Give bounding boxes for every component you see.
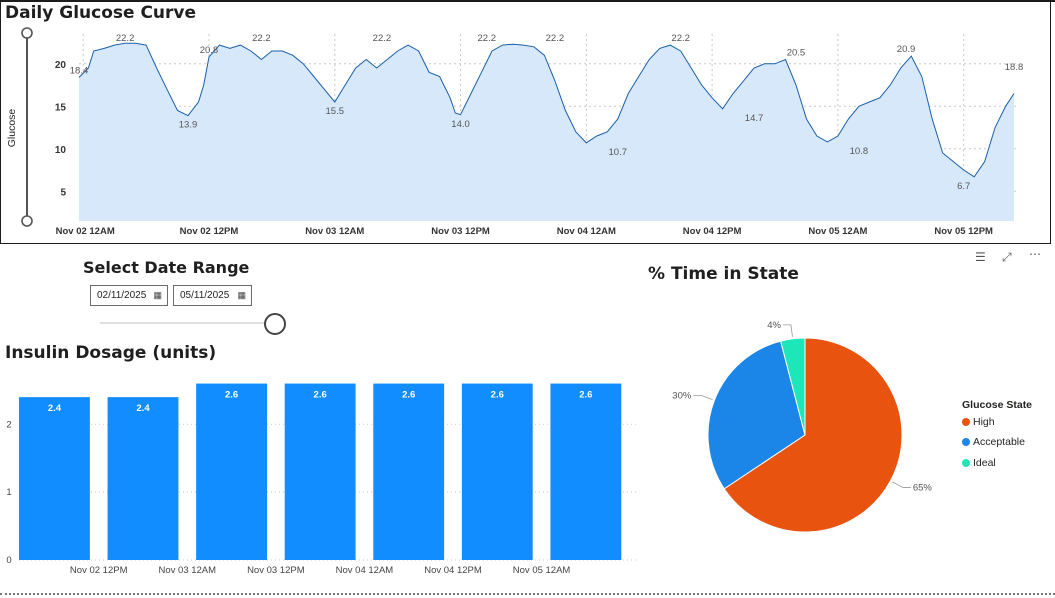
insulin-bar[interactable] — [19, 397, 90, 560]
zoom-slider-handle-bottom[interactable] — [21, 215, 33, 227]
page-bottom-border — [0, 593, 1055, 595]
start-date-value: 02/11/2025 — [97, 290, 147, 301]
glucose-data-label: 10.7 — [609, 147, 628, 158]
legend-dot-ideal — [962, 459, 970, 467]
insulin-bar[interactable] — [461, 383, 533, 560]
pie-data-label: 30% — [672, 390, 692, 401]
date-slicer-title: Select Date Range — [83, 258, 250, 277]
more-options-icon[interactable]: ⋯ — [1029, 247, 1041, 261]
insulin-chart-title: Insulin Dosage (units) — [5, 343, 217, 363]
calendar-icon[interactable]: ▦ — [237, 290, 246, 300]
end-date-value: 05/11/2025 — [180, 290, 230, 301]
y-tick-label: 10 — [55, 145, 67, 156]
bar-x-tick-label: Nov 02 12PM — [70, 565, 128, 576]
glucose-data-label: 22.2 — [252, 33, 271, 44]
legend-label-ideal: Ideal — [973, 457, 996, 469]
pie-data-label: 4% — [767, 320, 781, 331]
pie-data-label: 65% — [913, 482, 933, 493]
glucose-area-chart: 18.4 22.2 13.9 20.8 22.2 15.5 22.2 14.0 22.2 22.2… — [21, 27, 1024, 237]
y-tick-label: 15 — [55, 102, 67, 113]
glucose-area-fill — [79, 43, 1014, 221]
glucose-data-label: 18.4 — [70, 65, 89, 76]
x-tick-label: Nov 05 12PM — [934, 226, 993, 237]
glucose-series-line — [78, 42, 1015, 178]
insulin-bar[interactable] — [196, 383, 267, 560]
bar-x-tick-label: Nov 03 12PM — [247, 565, 305, 576]
pie-slice-high[interactable] — [723, 337, 903, 533]
filter-icon[interactable]: ☰ — [975, 250, 986, 264]
bar-data-label: 2.6 — [491, 390, 504, 401]
glucose-data-label: 13.9 — [179, 120, 198, 131]
top-edge — [0, 0, 1055, 2]
insulin-bar[interactable] — [284, 383, 356, 560]
pie-leader-line — [782, 324, 793, 337]
glucose-data-label: 20.9 — [897, 44, 916, 55]
bar-x-tick-label: Nov 05 12AM — [513, 565, 571, 576]
legend-item-high[interactable]: High — [962, 416, 995, 428]
pie-slice-acceptable[interactable] — [707, 340, 806, 490]
pie-slice-ideal[interactable] — [780, 337, 806, 436]
legend-dot-acceptable — [962, 438, 970, 446]
x-tick-label: Nov 05 12AM — [808, 226, 867, 237]
x-tick-label: Nov 02 12PM — [180, 226, 239, 237]
x-tick-label: Nov 03 12AM — [305, 226, 364, 237]
glucose-data-label: 18.8 — [1005, 62, 1024, 73]
bar-y-tick-label: 0 — [6, 555, 11, 566]
insulin-bar[interactable] — [373, 383, 445, 560]
bar-x-tick-label: Nov 03 12AM — [159, 565, 217, 576]
bar-y-tick-label: 1 — [6, 487, 11, 498]
y-tick-label: 20 — [55, 60, 67, 71]
glucose-data-label: 14.7 — [745, 113, 764, 124]
bar-data-label: 2.6 — [579, 390, 592, 401]
insulin-bar[interactable] — [107, 397, 179, 560]
glucose-data-label: 14.0 — [451, 119, 470, 130]
bar-data-label: 2.6 — [314, 390, 327, 401]
pie-leader-line — [892, 481, 911, 488]
bar-data-label: 2.4 — [136, 403, 150, 414]
zoom-slider-handle-top[interactable] — [21, 27, 33, 39]
glucose-data-label: 22.2 — [373, 33, 392, 44]
calendar-icon[interactable]: ▦ — [153, 290, 162, 300]
legend-item-ideal[interactable]: Ideal — [962, 457, 996, 469]
glucose-data-label: 15.5 — [326, 106, 345, 117]
glucose-data-label: 22.2 — [478, 33, 497, 44]
x-tick-label: Nov 03 12PM — [431, 226, 490, 237]
date-range-slider-track[interactable] — [100, 322, 276, 324]
glucose-data-label: 6.7 — [957, 181, 970, 192]
legend-title: Glucose State — [962, 399, 1033, 411]
glucose-data-label: 22.2 — [116, 33, 135, 44]
legend-label-acceptable: Acceptable — [973, 436, 1025, 448]
insulin-bar-chart: 2.4 2.4 2.6 2.6 2.6 2.6 2.6 0 1 2 Nov 02 12PM Nov… — [6, 383, 639, 576]
glucose-data-label: 20.5 — [787, 48, 806, 59]
bar-y-tick-label: 2 — [6, 419, 11, 430]
bar-data-label: 2.6 — [402, 390, 415, 401]
date-range-slider-handle[interactable] — [264, 313, 286, 335]
insulin-bar[interactable] — [550, 383, 622, 560]
legend-dot-high — [962, 418, 970, 426]
x-tick-label: Nov 04 12PM — [683, 226, 742, 237]
x-tick-label: Nov 04 12AM — [557, 226, 616, 237]
glucose-data-label: 22.2 — [671, 33, 690, 44]
pie-chart-title: % Time in State — [648, 264, 799, 284]
start-date-input[interactable]: 02/11/2025 ▦ — [90, 285, 168, 306]
glucose-data-label: 20.8 — [200, 45, 219, 56]
glucose-chart-title: Daily Glucose Curve — [5, 3, 197, 23]
bar-x-tick-label: Nov 04 12PM — [424, 565, 482, 576]
x-tick-label: Nov 02 12AM — [56, 226, 115, 237]
bar-data-label: 2.6 — [225, 390, 238, 401]
time-in-state-pie-chart: 65% 30% 4% — [672, 320, 933, 533]
pie-leader-line — [693, 394, 713, 401]
glucose-data-label: 22.2 — [546, 33, 565, 44]
bar-x-tick-label: Nov 04 12AM — [336, 565, 394, 576]
end-date-input[interactable]: 05/11/2025 ▦ — [173, 285, 252, 306]
focus-mode-icon[interactable]: ⤢ — [1002, 250, 1012, 264]
bar-data-label: 2.4 — [48, 403, 62, 414]
legend-item-acceptable[interactable]: Acceptable — [962, 436, 1025, 448]
legend-label-high: High — [973, 416, 995, 428]
glucose-data-label: 10.8 — [850, 146, 869, 157]
y-tick-label: 5 — [60, 187, 66, 198]
